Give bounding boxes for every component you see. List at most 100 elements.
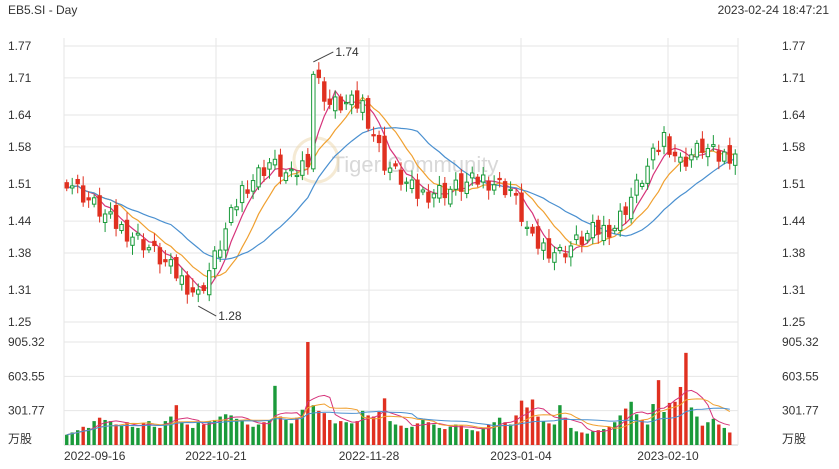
- candle-down: [535, 226, 541, 249]
- price-tick-right: 1.64: [782, 108, 806, 122]
- ma-mid-line: [66, 96, 736, 279]
- candle-up: [234, 206, 239, 211]
- candle-down: [261, 167, 267, 177]
- candle-down: [152, 240, 157, 247]
- volume-bar: [448, 426, 453, 445]
- volume-bar: [667, 402, 672, 445]
- candle-down: [442, 182, 448, 199]
- candle-down: [278, 154, 283, 177]
- candle-up: [661, 132, 667, 147]
- volume-bar: [432, 424, 436, 445]
- volume-bar: [393, 424, 398, 445]
- volume-bar: [163, 421, 168, 445]
- candle-down: [486, 180, 491, 191]
- candle-up: [294, 174, 300, 178]
- volume-bar: [262, 422, 266, 445]
- candle-down: [683, 156, 689, 167]
- candle-up: [130, 236, 135, 246]
- volume-bar: [563, 417, 568, 445]
- volume-bar: [103, 419, 107, 445]
- price-tick-left: 1.51: [8, 177, 32, 191]
- candle-up: [333, 96, 338, 112]
- volume-bar: [388, 421, 392, 445]
- candle-down: [185, 275, 190, 295]
- date-tick: 2022-09-16: [64, 449, 126, 463]
- candle-down: [365, 98, 371, 129]
- volume-bar: [223, 414, 228, 445]
- volume-bar: [349, 423, 354, 445]
- candle-down: [97, 195, 102, 217]
- volume-bar: [415, 423, 420, 445]
- price-tick-left: 1.44: [8, 214, 32, 228]
- volume-bar: [174, 405, 179, 445]
- candle-up: [491, 184, 497, 191]
- ma-long-line: [66, 127, 736, 260]
- volume-bar: [404, 427, 409, 445]
- candle-down: [80, 185, 86, 203]
- volume-bar: [645, 424, 650, 445]
- price-tick-left: 1.77: [8, 39, 32, 53]
- date-tick: 2023-01-04: [490, 449, 552, 463]
- high-annotation-leader: [313, 51, 334, 63]
- volume-moving-averages: [66, 389, 731, 436]
- candle-down: [672, 151, 678, 157]
- candle-up: [179, 275, 185, 285]
- volume-bar: [541, 421, 546, 445]
- volume-bar: [169, 416, 173, 445]
- volume-bar: [470, 430, 474, 445]
- volume-bar: [360, 410, 365, 445]
- candle-down: [459, 173, 464, 192]
- volume-bar: [613, 422, 617, 445]
- volume-bar: [377, 412, 381, 445]
- candle-up: [168, 259, 174, 267]
- candle-up: [344, 102, 349, 105]
- candle-up: [524, 226, 530, 229]
- candle-down: [546, 238, 552, 259]
- candle-down: [163, 259, 168, 263]
- volume-bar: [234, 418, 239, 445]
- volume-bar: [673, 401, 677, 445]
- volume-bar: [81, 426, 85, 445]
- volume-bar: [114, 424, 118, 445]
- volume-bar: [289, 423, 294, 445]
- candle-down: [174, 257, 179, 279]
- candle-up: [360, 100, 365, 113]
- candle-up: [705, 148, 711, 158]
- volume-bar: [722, 427, 726, 445]
- candle-up: [272, 158, 278, 166]
- candle-down: [667, 136, 672, 155]
- volume-bar: [328, 419, 332, 445]
- candle-down: [426, 191, 431, 203]
- candle-down: [727, 145, 732, 164]
- candle-up: [639, 182, 645, 187]
- volume-tick-left: 905.32: [8, 335, 45, 349]
- volume-bar: [689, 407, 694, 445]
- candle-up: [135, 232, 141, 236]
- candle-up: [448, 188, 453, 205]
- low-price-annotation: 1.28: [218, 309, 242, 323]
- volume-bar: [519, 400, 524, 445]
- volume-bar: [525, 407, 529, 445]
- candle-up: [678, 156, 683, 163]
- volume-bar: [426, 422, 431, 445]
- volume-bar: [251, 426, 255, 445]
- candle-up: [409, 179, 415, 190]
- candle-down: [245, 189, 250, 194]
- candle-down: [382, 135, 387, 171]
- candle-up: [404, 181, 409, 184]
- volume-bar: [492, 422, 496, 445]
- volume-bar: [508, 424, 513, 445]
- volume-bar: [92, 421, 96, 445]
- volume-bar: [486, 424, 491, 445]
- volume-tick-right: 301.77: [782, 404, 819, 418]
- candle-up: [437, 185, 442, 199]
- candle-up: [453, 179, 458, 190]
- volume-bar: [717, 424, 721, 445]
- candle-up: [541, 242, 546, 251]
- candle-down: [415, 179, 420, 199]
- volume-bar: [196, 422, 200, 445]
- volume-bar: [97, 417, 102, 445]
- candle-down: [530, 226, 535, 234]
- volume-tick-right: 603.55: [782, 369, 819, 383]
